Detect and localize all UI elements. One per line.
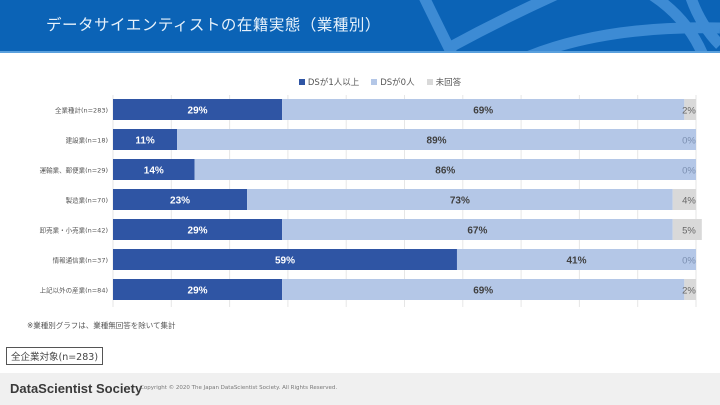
data-label: 86% — [435, 166, 455, 177]
legend-swatch — [371, 79, 378, 85]
bar-segment-ds-0 — [456, 249, 696, 270]
data-label: 29% — [188, 106, 208, 117]
bar-segment-ds-0 — [247, 189, 673, 210]
bar-segment-ds-0 — [177, 129, 696, 150]
legend-item-ds-1plus: DSが1人以上 — [298, 76, 360, 88]
bar-segment-ds-0 — [282, 219, 673, 240]
data-label: 41% — [566, 256, 586, 267]
footnote: ※業種別グラフは、業種無回答を除いて集計 — [27, 321, 176, 330]
bar-segment-ds-0 — [282, 99, 685, 120]
category-label: 建設業(n=18) — [66, 136, 108, 145]
bar-segment-ds-0 — [282, 279, 685, 300]
legend-swatch — [426, 79, 433, 85]
data-label: 67% — [467, 226, 487, 237]
data-label: 29% — [188, 286, 208, 297]
bar-segment-ds-1plus — [113, 159, 195, 180]
category-label: 情報通信業(n=37) — [53, 256, 108, 265]
bar-segment-ds-1plus — [113, 279, 283, 300]
page-title: データサイエンティストの在籍実態（業種別） — [46, 16, 381, 34]
bar-segment-ds-1plus — [113, 129, 178, 150]
category-label: 製造業(n=70) — [66, 196, 108, 205]
bar-segment-ds-1plus — [113, 219, 283, 240]
bar-segment-ds-0 — [194, 159, 696, 180]
header-banner: データサイエンティストの在籍実態（業種別） — [0, 0, 720, 51]
bar-segment-no-answer — [672, 219, 702, 240]
legend-label: DSが1人以上 — [307, 78, 360, 88]
bar-segment-ds-1plus — [113, 249, 457, 270]
legend-label: 未回答 — [435, 78, 462, 88]
data-label: 0% — [682, 256, 696, 267]
legend-item-ds-0: DSが0人 — [371, 76, 415, 88]
category-label: 卸売業・小売業(n=42) — [40, 226, 108, 235]
category-label: 運輸業、郵便業(n=29) — [40, 166, 108, 175]
category-label: 上記以外の産業(n=84) — [40, 286, 108, 295]
data-label: 11% — [135, 136, 155, 147]
decorative-globe-icon — [419, 0, 720, 51]
bar-segment-ds-1plus — [113, 99, 283, 120]
category-label: 全業種計(n=283) — [55, 106, 108, 115]
footer-copyright: Copyright © 2020 The Japan DataScientist… — [140, 385, 338, 391]
data-label: 0% — [682, 136, 696, 147]
data-label: 2% — [682, 286, 696, 297]
data-label: 59% — [275, 256, 295, 267]
bar-segment-ds-1plus — [113, 189, 248, 210]
data-label: 69% — [473, 286, 493, 297]
data-label: 69% — [473, 106, 493, 117]
chart-legend: DSが1人以上 DSが0人 未回答 — [0, 76, 720, 88]
data-label: 4% — [682, 196, 696, 207]
data-label: 0% — [682, 166, 696, 177]
scope-label: 全企業対象(n=283) — [6, 347, 104, 365]
data-label: 2% — [682, 106, 696, 117]
bar-segment-no-answer — [684, 279, 696, 300]
data-label: 23% — [170, 196, 190, 207]
data-label: 29% — [188, 226, 208, 237]
stacked-bar-chart: 全業種計(n=283) 29% 69% 2% 建設業(n=18) 11% 89% 0% 運輸業、… — [40, 95, 702, 307]
data-label: 14% — [144, 166, 164, 177]
bar-segment-no-answer — [672, 189, 696, 210]
data-label: 73% — [450, 196, 470, 207]
legend-swatch — [298, 79, 305, 85]
footer: DataScientist Society Copyright © 2020 T… — [0, 373, 720, 405]
footer-brand-logo: DataScientist Society — [10, 381, 143, 396]
bar-segment-no-answer — [684, 99, 696, 120]
data-label: 89% — [427, 136, 447, 147]
data-label: 5% — [682, 226, 696, 237]
header-divider — [0, 51, 720, 53]
legend-item-no-answer: 未回答 — [426, 76, 462, 88]
legend-label: DSが0人 — [380, 78, 415, 88]
